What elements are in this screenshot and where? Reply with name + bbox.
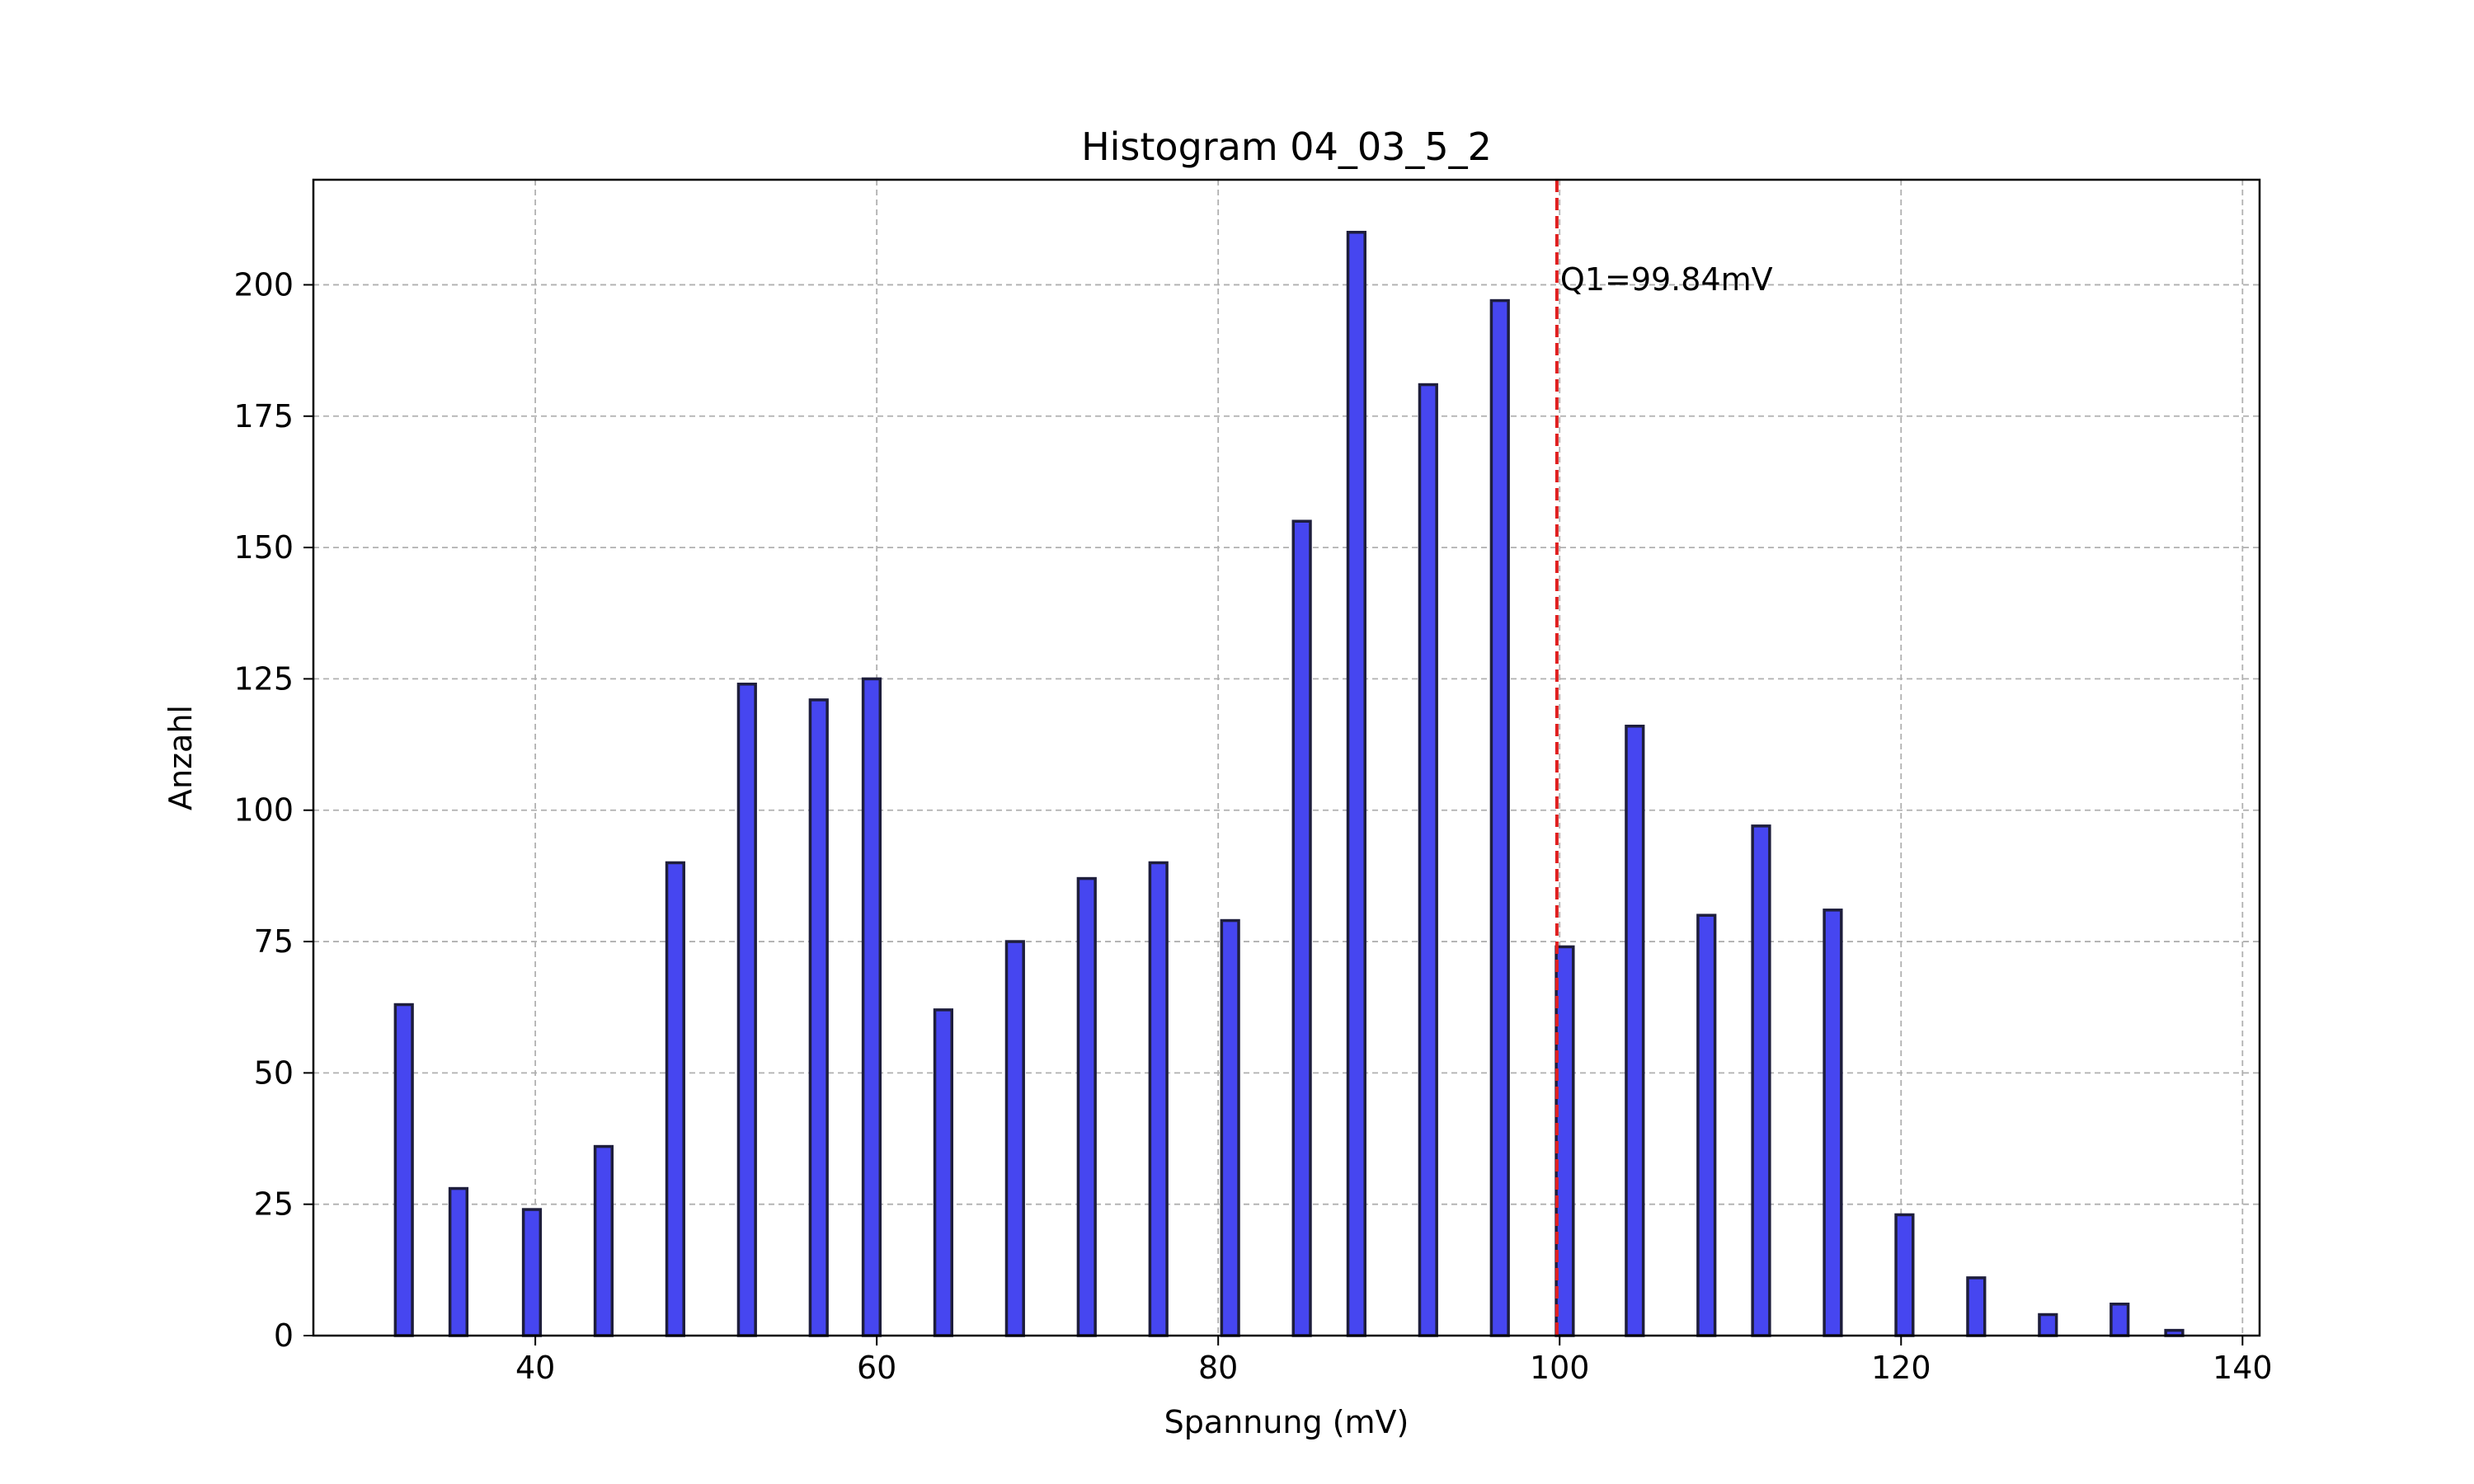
histogram-bar <box>1220 918 1240 1337</box>
histogram-bar <box>1823 909 1843 1337</box>
histogram-bar <box>1966 1276 1987 1337</box>
y-tick-label: 25 <box>254 1186 294 1223</box>
histogram-bar <box>861 677 882 1337</box>
q1-marker-label: Q1=99.84mV <box>1560 261 1773 298</box>
y-tick-label: 100 <box>233 792 294 829</box>
chart-title: Histogram 04_03_5_2 <box>1081 124 1492 169</box>
histogram-bar <box>1696 913 1717 1337</box>
histogram-bar <box>393 1003 414 1337</box>
histogram-bar <box>1004 940 1025 1337</box>
y-axis-title: Anzahl <box>162 705 199 810</box>
axis-ticks: 40 60 80 100 120 140 0 25 50 75 100 125 150 175 200 <box>233 266 2272 1386</box>
x-tick-label: 140 <box>2213 1350 2273 1386</box>
y-tick-label: 125 <box>233 660 294 697</box>
histogram-bar <box>1418 383 1438 1337</box>
y-tick-label: 0 <box>274 1317 294 1354</box>
histogram-bar <box>1148 861 1169 1337</box>
histogram-bar <box>2109 1303 2130 1337</box>
histogram-bars <box>393 230 2185 1337</box>
y-tick-label: 150 <box>233 529 294 566</box>
x-tick-label: 60 <box>857 1350 896 1386</box>
histogram-bar <box>1894 1213 1915 1337</box>
x-tick-label: 40 <box>515 1350 555 1386</box>
histogram-bar <box>593 1144 614 1337</box>
y-tick-label: 75 <box>254 923 294 960</box>
y-tick-label: 175 <box>233 398 294 434</box>
y-tick-label: 50 <box>254 1054 294 1091</box>
histogram-bar <box>736 683 757 1337</box>
plot-frame <box>312 178 2261 1337</box>
histogram-bar <box>665 861 685 1337</box>
histogram-bar <box>1346 230 1366 1337</box>
histogram-bar <box>808 698 829 1337</box>
histogram-bar <box>521 1208 543 1337</box>
x-tick-label: 120 <box>1871 1350 1931 1386</box>
histogram-bar <box>1291 519 1312 1337</box>
histogram-bar <box>1489 298 1510 1337</box>
x-axis-title: Spannung (mV) <box>1164 1404 1409 1440</box>
annotation-layer: Q1=99.84mV <box>1554 180 1773 1336</box>
histogram-bar <box>1625 725 1645 1337</box>
histogram-bar <box>933 1008 953 1337</box>
x-tick-label: 100 <box>1530 1350 1590 1386</box>
histogram-bar <box>448 1186 469 1337</box>
histogram-bar <box>1076 876 1097 1337</box>
histogram-bar <box>1751 824 1771 1337</box>
histogram-bar <box>2038 1313 2058 1337</box>
histogram-bar <box>1554 945 1575 1337</box>
x-tick-label: 80 <box>1198 1350 1238 1386</box>
y-tick-label: 200 <box>233 266 294 303</box>
